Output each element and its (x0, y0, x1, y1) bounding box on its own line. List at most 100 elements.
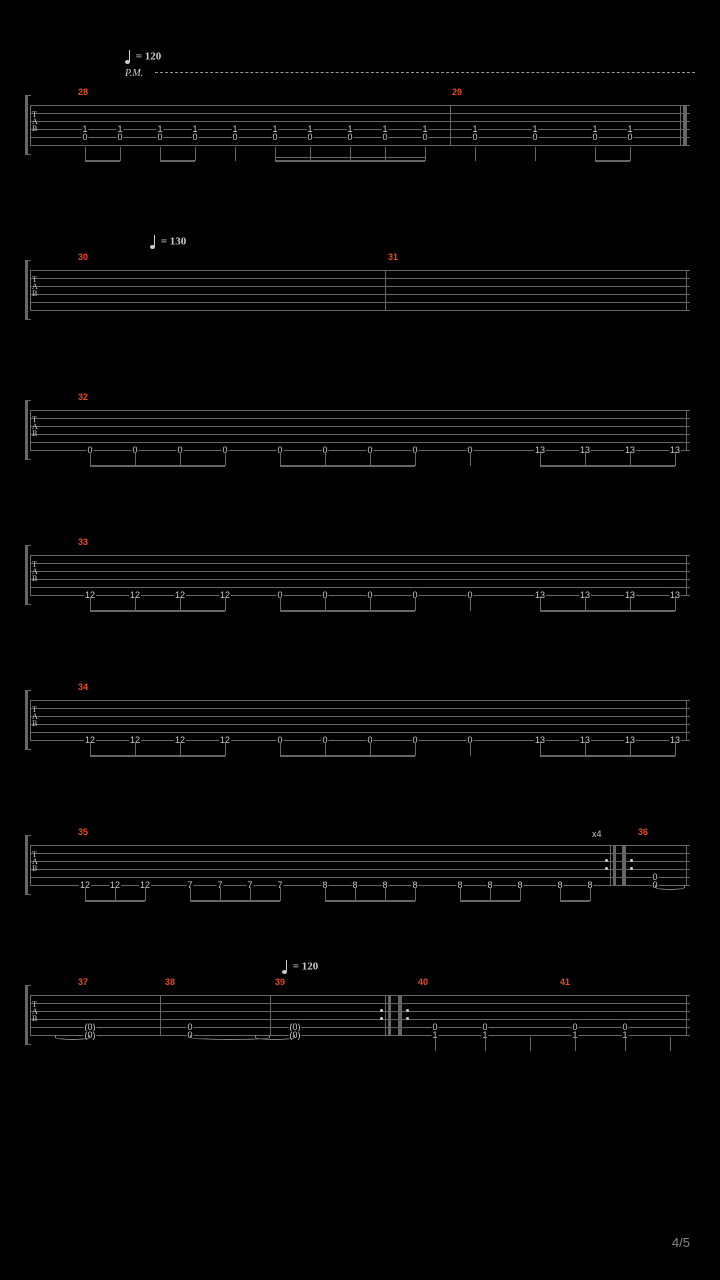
note-stem (135, 742, 136, 756)
palm-mute-line (155, 72, 695, 73)
barline (686, 995, 687, 1035)
note-stem (135, 452, 136, 466)
fret-number: 0 (116, 133, 123, 141)
fret-number: 0 (156, 133, 163, 141)
beam (90, 465, 225, 467)
staff-bracket (25, 95, 28, 155)
note-stem (630, 597, 631, 611)
beam (90, 610, 225, 612)
tempo-marking: = 120 (282, 960, 318, 974)
tempo-marking: = 130 (150, 235, 186, 249)
note-stem (675, 742, 676, 756)
note-stem (250, 887, 251, 901)
barline (30, 845, 31, 885)
note-stem (425, 147, 426, 161)
beam (85, 900, 145, 902)
note-stem (540, 742, 541, 756)
tie (255, 1035, 295, 1040)
barline (30, 105, 31, 145)
note-stem (575, 1037, 576, 1051)
staff-bracket (25, 260, 28, 320)
note-stem (280, 452, 281, 466)
staff-bracket (25, 690, 28, 750)
staff-lines (30, 700, 690, 740)
fret-number: 0 (231, 133, 238, 141)
note-stem (630, 147, 631, 161)
fret-number: 0 (626, 133, 633, 141)
beam (90, 755, 225, 757)
fret-number: 0 (591, 133, 598, 141)
tab-staff: TABx43536121212777788888888800 (30, 845, 690, 885)
barline (270, 995, 271, 1035)
measure-number: 39 (275, 977, 285, 987)
barline (686, 270, 687, 310)
measure-number: 29 (452, 87, 462, 97)
staff-lines (30, 270, 690, 310)
beam (325, 900, 415, 902)
tab-staff: TAB33121212120000013131313 (30, 555, 690, 595)
barline (385, 270, 386, 310)
note-stem (85, 887, 86, 901)
note-stem (630, 452, 631, 466)
tie (55, 1035, 90, 1040)
note-stem (225, 452, 226, 466)
note-stem (490, 887, 491, 901)
note-stem (530, 1037, 531, 1051)
note-stem (385, 887, 386, 901)
staff-bracket (25, 545, 28, 605)
beam (85, 160, 120, 162)
beam (160, 160, 195, 162)
note-stem (145, 887, 146, 901)
barline (686, 555, 687, 595)
note-stem (585, 452, 586, 466)
barline (30, 270, 31, 310)
tab-clef: TAB (32, 706, 38, 727)
tab-staff: TAB34121212120000013131313 (30, 700, 690, 740)
staff-bracket (25, 985, 28, 1045)
note-stem (595, 147, 596, 161)
fret-number: 0 (346, 133, 353, 141)
note-stem (190, 887, 191, 901)
note-stem (675, 452, 676, 466)
note-stem (280, 887, 281, 901)
note-stem (590, 887, 591, 901)
tab-clef: TAB (32, 1001, 38, 1022)
note-stem (675, 597, 676, 611)
note-stem (535, 147, 536, 161)
beam (280, 755, 415, 757)
note-stem (275, 147, 276, 161)
fret-number: 0 (81, 133, 88, 141)
barline (450, 105, 451, 145)
note-stem (470, 597, 471, 611)
beam (275, 157, 425, 158)
fret-number: 0 (191, 133, 198, 141)
tie (655, 885, 685, 890)
note-stem (415, 452, 416, 466)
measure-number: 35 (78, 827, 88, 837)
tab-clef: TAB (32, 416, 38, 437)
measure-number: 34 (78, 682, 88, 692)
tempo-marking: = 120 (125, 50, 161, 64)
beam (540, 610, 675, 612)
note-stem (195, 147, 196, 161)
note-stem (470, 452, 471, 466)
note-stem (475, 147, 476, 161)
note-stem (355, 887, 356, 901)
measure-number: 30 (78, 252, 88, 262)
staff-bracket (25, 835, 28, 895)
measure-number: 33 (78, 537, 88, 547)
measure-number: 37 (78, 977, 88, 987)
measure-number: 31 (388, 252, 398, 262)
measure-number: 38 (165, 977, 175, 987)
note-stem (470, 742, 471, 756)
measure-number: 28 (78, 87, 88, 97)
staff-lines (30, 555, 690, 595)
note-stem (90, 742, 91, 756)
fret-number: 0 (271, 133, 278, 141)
note-stem (385, 147, 386, 161)
measure-number: 36 (638, 827, 648, 837)
beam (275, 160, 425, 162)
barline (30, 995, 31, 1035)
note-stem (325, 452, 326, 466)
note-stem (180, 452, 181, 466)
